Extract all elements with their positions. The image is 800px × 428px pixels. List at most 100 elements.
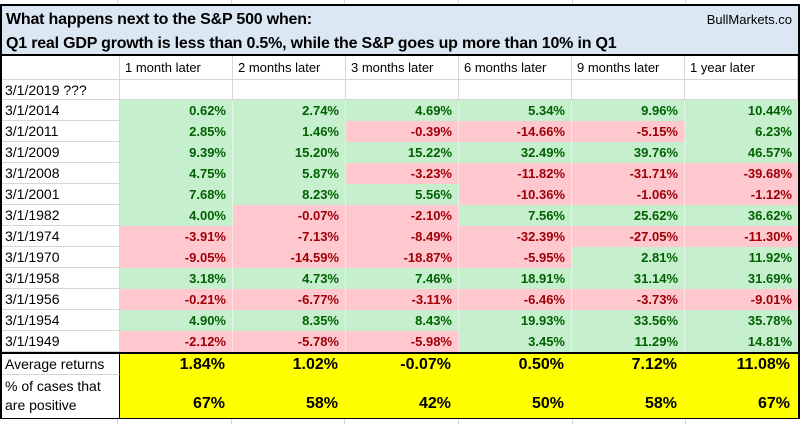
value-cell: -1.06% bbox=[572, 184, 685, 205]
value-cell: -0.07% bbox=[233, 205, 346, 226]
value-cell: -8.49% bbox=[346, 226, 459, 247]
row-label: 3/1/2019 ??? bbox=[2, 80, 120, 100]
value-cell: -5.98% bbox=[346, 331, 459, 352]
table-row: 3/1/1974 -3.91% -7.13% -8.49% -32.39% -27.05%… bbox=[2, 226, 798, 247]
average-row: Average returns 1.84% 1.02% -0.07% 0.50% 7.1… bbox=[2, 352, 798, 375]
value-cell: 9.96% bbox=[572, 100, 685, 121]
column-header-row: 1 month later 2 months later 3 months la… bbox=[2, 56, 798, 80]
value-cell: -31.71% bbox=[572, 163, 685, 184]
table-row: 3/1/2001 7.68% 8.23% 5.56% -10.36% -1.06% -1.1… bbox=[2, 184, 798, 205]
percent-positive-label-line-1: % of cases that bbox=[5, 378, 101, 394]
percent-positive-value-cell: 67% bbox=[120, 375, 233, 418]
value-cell: -32.39% bbox=[459, 226, 572, 247]
row-label: 3/1/2009 bbox=[2, 142, 120, 163]
empty-cell bbox=[120, 80, 233, 100]
percent-positive-value-cell: 42% bbox=[346, 375, 459, 418]
value-cell: 1.46% bbox=[233, 121, 346, 142]
value-cell: -3.23% bbox=[346, 163, 459, 184]
value-cell: 11.29% bbox=[572, 331, 685, 352]
value-cell: 7.56% bbox=[459, 205, 572, 226]
value-cell: -7.13% bbox=[233, 226, 346, 247]
value-cell: 39.76% bbox=[572, 142, 685, 163]
row-label: 3/1/1982 bbox=[2, 205, 120, 226]
value-cell: -2.10% bbox=[346, 205, 459, 226]
value-cell: -11.30% bbox=[685, 226, 798, 247]
pending-row: 3/1/2019 ??? bbox=[2, 80, 798, 100]
value-cell: 2.74% bbox=[233, 100, 346, 121]
row-label: 3/1/1956 bbox=[2, 289, 120, 310]
empty-cell bbox=[233, 80, 346, 100]
value-cell: 5.34% bbox=[459, 100, 572, 121]
value-cell: -5.95% bbox=[459, 247, 572, 268]
bottom-gridline-strip bbox=[0, 419, 800, 424]
value-cell: -6.77% bbox=[233, 289, 346, 310]
value-cell: 14.81% bbox=[685, 331, 798, 352]
value-cell: 18.91% bbox=[459, 268, 572, 289]
value-cell: 5.56% bbox=[346, 184, 459, 205]
value-cell: 0.62% bbox=[120, 100, 233, 121]
value-cell: -1.12% bbox=[685, 184, 798, 205]
value-cell: -0.39% bbox=[346, 121, 459, 142]
table-row: 3/1/2014 0.62% 2.74% 4.69% 5.34% 9.96% 10.44% bbox=[2, 100, 798, 121]
value-cell: 2.85% bbox=[120, 121, 233, 142]
table-row: 3/1/1949 -2.12% -5.78% -5.98% 3.45% 11.29% 14.… bbox=[2, 331, 798, 352]
row-label: 3/1/2008 bbox=[2, 163, 120, 184]
row-label: 3/1/1974 bbox=[2, 226, 120, 247]
value-cell: 36.62% bbox=[685, 205, 798, 226]
empty-cell bbox=[685, 80, 798, 100]
column-header-1-month: 1 month later bbox=[120, 56, 233, 80]
average-value-cell: 1.02% bbox=[233, 354, 346, 375]
value-cell: -11.82% bbox=[459, 163, 572, 184]
value-cell: 9.39% bbox=[120, 142, 233, 163]
value-cell: 4.00% bbox=[120, 205, 233, 226]
value-cell: 8.23% bbox=[233, 184, 346, 205]
value-cell: 4.69% bbox=[346, 100, 459, 121]
value-cell: 25.62% bbox=[572, 205, 685, 226]
average-row-label: Average returns bbox=[2, 354, 120, 375]
table-row: 3/1/2009 9.39% 15.20% 15.22% 32.49% 39.76% 46.… bbox=[2, 142, 798, 163]
column-header-3-months: 3 months later bbox=[346, 56, 459, 80]
value-cell: 19.93% bbox=[459, 310, 572, 331]
table-row: 3/1/1954 4.90% 8.35% 8.43% 19.93% 33.56% 35.78… bbox=[2, 310, 798, 331]
percent-positive-value-cell: 50% bbox=[459, 375, 572, 418]
value-cell: 4.73% bbox=[233, 268, 346, 289]
row-label: 3/1/2011 bbox=[2, 121, 120, 142]
value-cell: -10.36% bbox=[459, 184, 572, 205]
row-label: 3/1/1970 bbox=[2, 247, 120, 268]
table-row: 3/1/2011 2.85% 1.46% -0.39% -14.66% -5.15% 6.2… bbox=[2, 121, 798, 142]
table-body: 1 month later 2 months later 3 months la… bbox=[0, 56, 800, 419]
value-cell: 15.22% bbox=[346, 142, 459, 163]
value-cell: 46.57% bbox=[685, 142, 798, 163]
title-line-1: What happens next to the S&P 500 when: bbox=[6, 10, 312, 28]
column-header-2-months: 2 months later bbox=[233, 56, 346, 80]
table-row: 3/1/1982 4.00% -0.07% -2.10% 7.56% 25.62% 36.6… bbox=[2, 205, 798, 226]
value-cell: -0.21% bbox=[120, 289, 233, 310]
value-cell: 2.81% bbox=[572, 247, 685, 268]
value-cell: 33.56% bbox=[572, 310, 685, 331]
value-cell: 7.46% bbox=[346, 268, 459, 289]
table-row: 3/1/1956 -0.21% -6.77% -3.11% -6.46% -3.73% -9… bbox=[2, 289, 798, 310]
value-cell: 4.90% bbox=[120, 310, 233, 331]
empty-cell bbox=[459, 80, 572, 100]
column-header-1-year: 1 year later bbox=[685, 56, 798, 80]
column-header-9-months: 9 months later bbox=[572, 56, 685, 80]
title-banner: What happens next to the S&P 500 when: B… bbox=[0, 4, 800, 56]
row-label: 3/1/1954 bbox=[2, 310, 120, 331]
percent-positive-value-cell: 58% bbox=[233, 375, 346, 418]
empty-cell bbox=[346, 80, 459, 100]
row-label: 3/1/2014 bbox=[2, 100, 120, 121]
value-cell: 32.49% bbox=[459, 142, 572, 163]
value-cell: 3.45% bbox=[459, 331, 572, 352]
table-row: 3/1/1958 3.18% 4.73% 7.46% 18.91% 31.14% 31.69… bbox=[2, 268, 798, 289]
value-cell: -9.05% bbox=[120, 247, 233, 268]
average-value-cell: 11.08% bbox=[685, 354, 798, 375]
value-cell: -5.15% bbox=[572, 121, 685, 142]
value-cell: -14.59% bbox=[233, 247, 346, 268]
title-line-2: Q1 real GDP growth is less than 0.5%, wh… bbox=[6, 35, 617, 52]
value-cell: -14.66% bbox=[459, 121, 572, 142]
value-cell: 31.14% bbox=[572, 268, 685, 289]
table-row: 3/1/1970 -9.05% -14.59% -18.87% -5.95% 2.81% 1… bbox=[2, 247, 798, 268]
value-cell: 8.43% bbox=[346, 310, 459, 331]
percent-positive-value-cell: 67% bbox=[685, 375, 798, 418]
percent-positive-label-line-2: are positive bbox=[5, 397, 77, 413]
